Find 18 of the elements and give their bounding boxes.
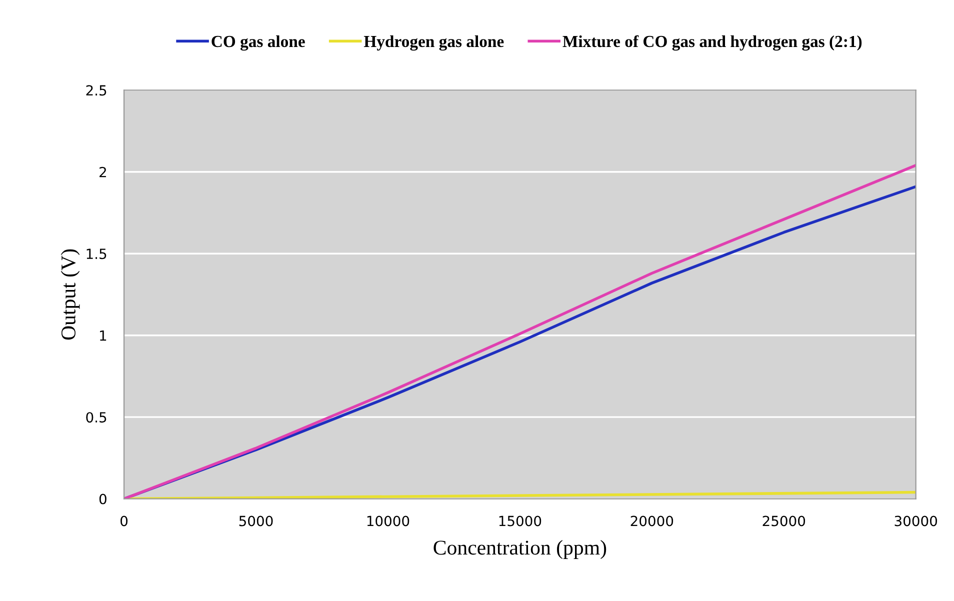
y-tick-label: 0 [99,494,106,504]
x-tick-label: 15000 [499,516,542,526]
y-tick-label: 0.5 [86,412,106,423]
y-tick-label: 2.5 [86,85,106,96]
y-tick-label: 1 [100,330,106,341]
x-tick-label: 20000 [630,516,674,526]
x-axis-title: Concentration (ppm) [434,540,606,559]
x-tick-label: 5000 [239,516,273,526]
x-tick-label: 30000 [894,516,938,526]
y-tick-label: 2 [100,166,106,178]
x-tick-label: 25000 [762,516,806,526]
x-tick-label: 0 [120,516,128,526]
y-tick-label: 1.5 [86,248,106,260]
legend-label: CO gas alone [212,35,305,51]
legend-label: Hydrogen gas alone [364,35,504,51]
y-axis-title: Output (V) [60,249,80,340]
legend-label: Mixture of CO gas and hydrogen gas (2:1) [562,35,862,51]
x-tick-label: 10000 [367,516,410,526]
